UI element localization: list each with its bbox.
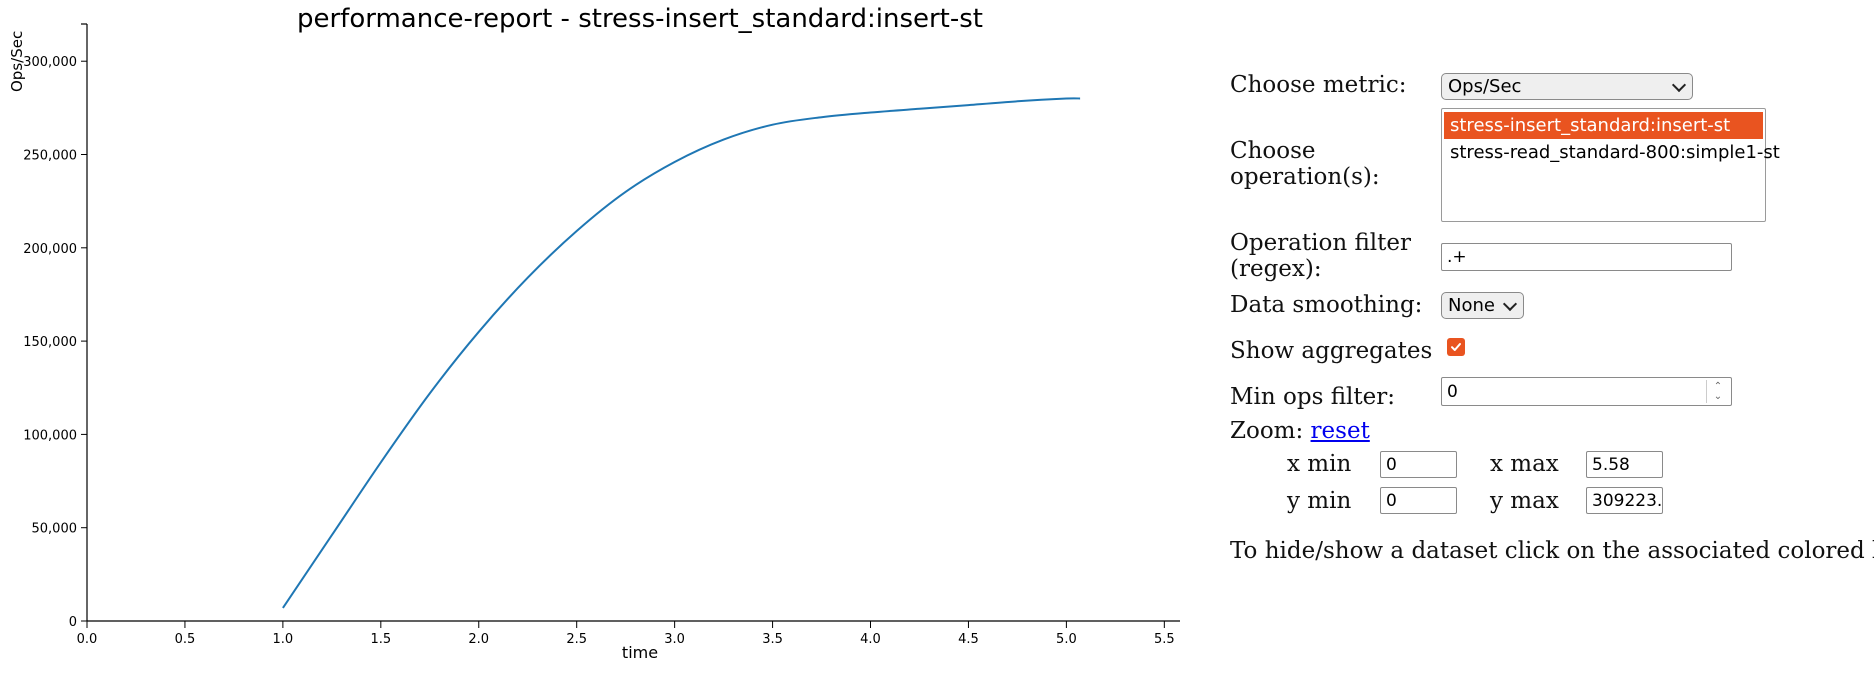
minops-label: Min ops filter: — [1230, 384, 1396, 410]
xmax-label: x max — [1490, 451, 1559, 477]
ymin-input-value: 0 — [1386, 490, 1397, 511]
x-tick-label: 1.0 — [273, 632, 294, 647]
line-chart: performance-report - stress-insert_stand… — [8, 4, 1180, 662]
y-tick-label: 150,000 — [23, 335, 77, 350]
x-tick-label: 0.5 — [175, 632, 196, 647]
minops-input-value: 0 — [1447, 381, 1458, 402]
ymax-input[interactable]: 309223. — [1586, 487, 1663, 514]
ymin-label: y min — [1287, 488, 1352, 514]
x-tick-label: 4.0 — [860, 632, 881, 647]
x-axis-label: time — [622, 643, 658, 662]
ymax-input-value: 309223. — [1592, 490, 1663, 511]
dataset-hint: To hide/show a dataset click on the asso… — [1230, 538, 1874, 564]
aggregates-label: Show aggregates — [1230, 338, 1433, 364]
operations-label-line1: Choose — [1230, 138, 1316, 164]
x-tick-label: 2.0 — [468, 632, 489, 647]
x-tick-label: 1.5 — [370, 632, 391, 647]
chevron-down-icon — [1671, 77, 1687, 92]
y-tick-label: 100,000 — [23, 428, 77, 443]
xmax-input[interactable]: 5.58 — [1586, 451, 1663, 478]
y-axis-label: Ops/Sec — [8, 31, 26, 92]
y-tick-label: 0 — [69, 615, 77, 630]
x-tick-label: 2.5 — [566, 632, 587, 647]
zoom-text: Zoom: — [1230, 418, 1304, 444]
smoothing-select-value: None — [1448, 295, 1495, 316]
metric-label: Choose metric: — [1230, 72, 1407, 98]
aggregates-checkbox[interactable] — [1447, 338, 1465, 356]
smoothing-select[interactable]: None — [1441, 292, 1524, 319]
operations-label-line2: operation(s): — [1230, 164, 1380, 190]
x-tick-label: 0.0 — [77, 632, 98, 647]
zoom-reset-link[interactable]: reset — [1310, 418, 1370, 444]
chart-title: performance-report - stress-insert_stand… — [297, 4, 983, 34]
xmin-input-value: 0 — [1386, 454, 1397, 475]
x-tick-label: 5.0 — [1056, 632, 1077, 647]
x-tick-label: 5.5 — [1154, 632, 1175, 647]
metric-select[interactable]: Ops/Sec — [1441, 73, 1693, 100]
chart-axes: 0 50,000 100,000 150,000 200,000 250,000 300,0… — [23, 23, 1180, 647]
x-tick-label: 4.5 — [958, 632, 979, 647]
xmin-label: x min — [1287, 451, 1352, 477]
operation-option[interactable]: stress-read_standard-800:simple1-st — [1450, 142, 1780, 163]
ymin-input[interactable]: 0 — [1380, 487, 1457, 514]
operations-listbox[interactable]: stress-insert_standard:insert-st stress-… — [1441, 108, 1780, 222]
minops-input[interactable]: 0 ⌃ ⌄ — [1441, 377, 1732, 406]
series-layer — [282, 97, 1081, 609]
filter-label-line2: (regex): — [1230, 256, 1322, 282]
smoothing-label: Data smoothing: — [1230, 292, 1423, 318]
filter-input-value: .+ — [1447, 247, 1467, 267]
ymax-label: y max — [1490, 488, 1559, 514]
filter-label-line1: Operation filter — [1230, 230, 1412, 256]
y-tick-label: 250,000 — [23, 149, 77, 164]
y-tick-label: 50,000 — [32, 522, 78, 537]
filter-input[interactable]: .+ — [1441, 243, 1732, 271]
y-tick-label: 300,000 — [23, 55, 77, 70]
chevron-down-icon — [1502, 296, 1518, 311]
x-tick-label: 3.0 — [664, 632, 685, 647]
y-tick-label: 200,000 — [23, 242, 77, 257]
operation-option-selected[interactable]: stress-insert_standard:insert-st — [1444, 112, 1763, 139]
checkmark-icon — [1451, 343, 1461, 351]
metric-select-value: Ops/Sec — [1448, 76, 1522, 97]
zoom-label: Zoom: reset — [1230, 418, 1370, 444]
xmin-input[interactable]: 0 — [1380, 451, 1457, 478]
series-line — [282, 97, 1081, 609]
x-tick-label: 3.5 — [762, 632, 783, 647]
stepper-icon[interactable]: ⌃ ⌄ — [1706, 380, 1729, 403]
xmax-input-value: 5.58 — [1592, 454, 1630, 475]
